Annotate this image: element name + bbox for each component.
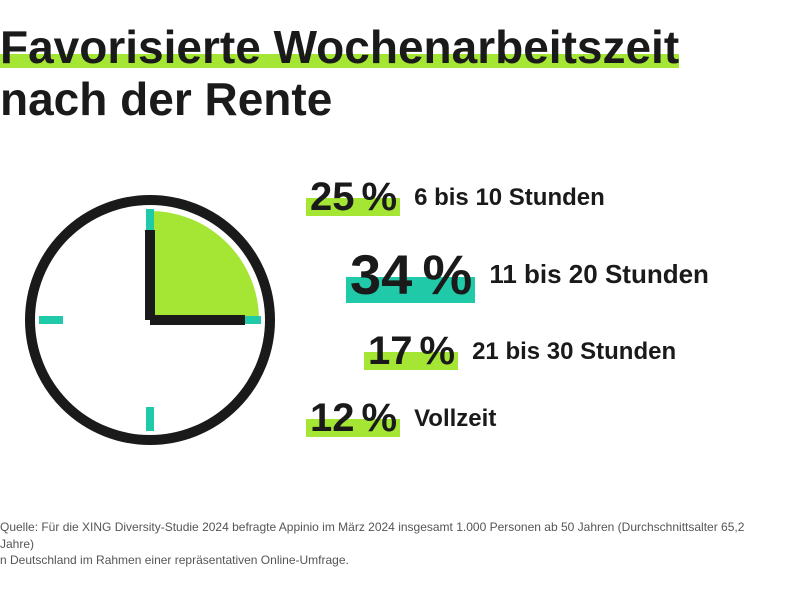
clock-illustration (10, 180, 290, 460)
percentage: 34 % (350, 242, 471, 307)
percentage: 17 % (368, 329, 454, 374)
percentage-text: 12 % (310, 396, 396, 440)
hours-label: 21 bis 30 Stunden (472, 338, 676, 366)
percentage-text: 25 % (310, 175, 396, 219)
hours-row: 25 % 6 bis 10 Stunden (310, 175, 790, 220)
title-line-2: nach der Rente (0, 76, 332, 122)
percentage-text: 17 % (368, 329, 454, 373)
title-line-1: Favorisierte Wochenarbeitszeit (0, 24, 679, 70)
hours-row: 34 % 11 bis 20 Stunden (310, 242, 790, 307)
percentage: 25 % (310, 175, 396, 220)
source-note: Quelle: Für die XING Diversity-Studie 20… (0, 519, 780, 568)
source-line-2: n Deutschland im Rahmen einer repräsenta… (0, 553, 349, 567)
hours-label: Vollzeit (414, 405, 496, 433)
hours-list: 25 % 6 bis 10 Stunden 34 % 11 bis 20 Stunde… (310, 175, 790, 463)
percentage-text: 34 % (350, 243, 471, 306)
hours-row: 12 % Vollzeit (310, 396, 790, 441)
hours-row: 17 % 21 bis 30 Stunden (310, 329, 790, 374)
title-block: Favorisierte Wochenarbeitszeit nach der … (0, 24, 679, 122)
hours-label: 11 bis 20 Stunden (489, 259, 709, 290)
percentage: 12 % (310, 396, 396, 441)
source-line-1: Quelle: Für die XING Diversity-Studie 20… (0, 520, 744, 550)
hours-label: 6 bis 10 Stunden (414, 184, 605, 212)
